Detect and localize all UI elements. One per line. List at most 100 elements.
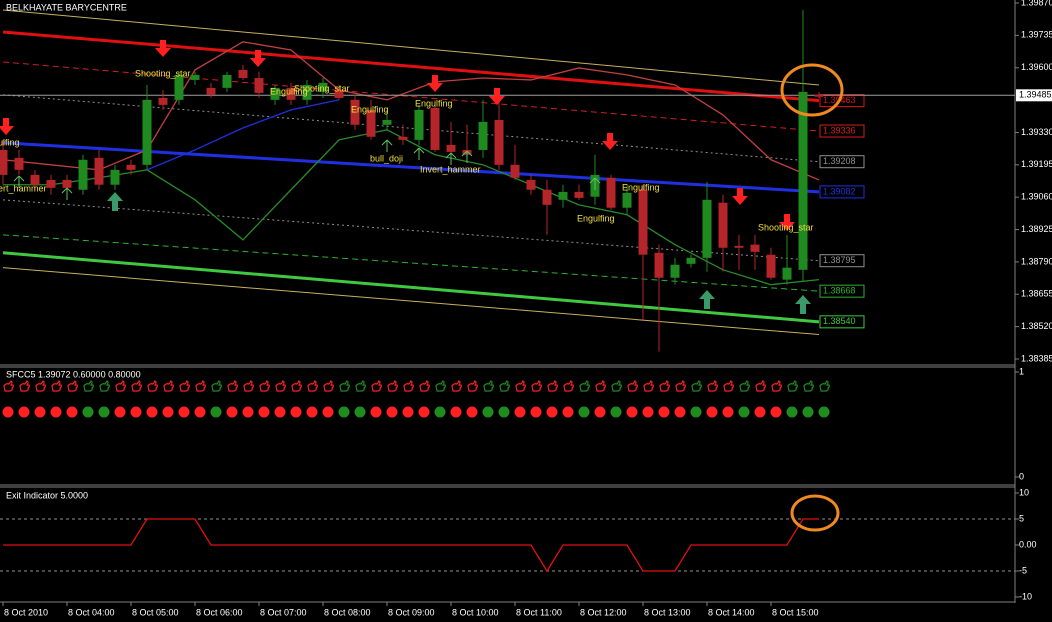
candle-body: [670, 264, 680, 278]
signal-dot: [130, 406, 142, 418]
signal-dot: [242, 406, 254, 418]
x-tick-label: 8 Oct 13:00: [644, 607, 691, 617]
signal-dot: [50, 406, 62, 418]
y-tick-label: 0: [1019, 471, 1024, 481]
signal-dot: [770, 406, 782, 418]
pattern-arrow: [61, 187, 73, 200]
candle-body: [46, 179, 56, 188]
signal-dot: [162, 406, 174, 418]
pattern-label: Engulfing: [577, 213, 615, 223]
pattern-arrow: [13, 175, 25, 188]
channel-line: [2, 199, 820, 262]
signal-dot: [258, 406, 270, 418]
candle-body: [494, 119, 504, 165]
channel-line: [2, 234, 820, 292]
signal-thumb: [307, 380, 318, 392]
y-tick-label: -5: [1019, 565, 1027, 575]
x-tick-label: 8 Oct 05:00: [132, 607, 179, 617]
signal-dot: [610, 406, 622, 418]
signal-dot: [98, 406, 110, 418]
signal-thumb: [355, 380, 366, 392]
signal-dot: [514, 406, 526, 418]
signal-thumb: [147, 380, 158, 392]
candle-body: [414, 109, 424, 140]
channel-line: [2, 9, 820, 86]
candle-body: [382, 119, 392, 125]
signal-thumb: [723, 380, 734, 392]
sell-arrow: [250, 50, 266, 67]
signal-dot: [178, 406, 190, 418]
y-tick-label: 0.00: [1019, 539, 1037, 549]
signal-dot: [802, 406, 814, 418]
candle-body: [350, 99, 360, 125]
signal-thumb: [323, 380, 334, 392]
signal-dot: [786, 406, 798, 418]
candle-body: [798, 91, 808, 270]
candle-body: [62, 179, 72, 188]
candle-body: [734, 245, 744, 248]
y-tick-label: 1.38385: [1021, 353, 1052, 363]
signal-thumb: [451, 380, 462, 392]
pattern-label: Shooting_star: [758, 222, 814, 232]
y-tick-label: 1.39735: [1021, 30, 1052, 40]
signal-thumb: [403, 380, 414, 392]
signal-dot: [498, 406, 510, 418]
exit-line: [3, 518, 819, 573]
signal-thumb: [115, 380, 126, 392]
pattern-label: Engulfing: [351, 104, 389, 114]
pattern-label: Engulfing: [622, 182, 660, 192]
candle-body: [30, 174, 40, 185]
signal-thumb: [675, 380, 686, 392]
candle-body: [0, 149, 8, 175]
candle-body: [574, 191, 584, 198]
x-tick-label: 8 Oct 2010: [4, 607, 48, 617]
candle-body: [254, 78, 264, 93]
channel-line: [2, 141, 820, 194]
pattern-label: Engulfing: [270, 86, 308, 96]
signal-thumb: [259, 380, 270, 392]
signal-dot: [146, 406, 158, 418]
signal-dot: [626, 406, 638, 418]
signal-thumb: [531, 380, 542, 392]
signal-dot: [530, 406, 542, 418]
signal-thumb: [579, 380, 590, 392]
y-tick-label: -10: [1019, 591, 1032, 601]
price-label-box: [819, 284, 865, 298]
signal-thumb: [99, 380, 110, 392]
current-price-label: 1.39485: [1019, 90, 1052, 100]
signal-thumb: [659, 380, 670, 392]
signal-thumb: [563, 380, 574, 392]
candle-body: [94, 157, 104, 185]
candle-body: [334, 90, 344, 98]
signal-thumb: [595, 380, 606, 392]
signal-dot: [34, 406, 46, 418]
signal-dot: [370, 406, 382, 418]
pattern-label: Invert_hammer: [420, 164, 481, 174]
y-tick-label: 10: [1019, 487, 1029, 497]
candle-body: [238, 69, 248, 79]
pattern-label: Engulfing: [415, 98, 453, 108]
buy-arrow: [795, 295, 811, 314]
sell-arrow: [489, 88, 505, 105]
candle-body: [318, 82, 328, 92]
candle-body: [174, 74, 184, 100]
signal-thumb: [691, 380, 702, 392]
signal-dot: [578, 406, 590, 418]
price-label: 1.39208: [823, 156, 856, 166]
signal-thumb: [707, 380, 718, 392]
signal-dot: [642, 406, 654, 418]
signal-dot: [818, 406, 830, 418]
signal-thumb: [467, 380, 478, 392]
y-tick-label: 1.39870: [1021, 0, 1052, 7]
x-tick-label: 8 Oct 09:00: [388, 607, 435, 617]
channel-line: [2, 61, 820, 132]
candle-body: [622, 192, 632, 208]
signal-thumb: [755, 380, 766, 392]
candle-body: [190, 74, 200, 80]
signal-thumb: [387, 380, 398, 392]
signal-thumb: [627, 380, 638, 392]
y-tick-label: 1.39330: [1021, 127, 1052, 137]
signal-dot: [706, 406, 718, 418]
